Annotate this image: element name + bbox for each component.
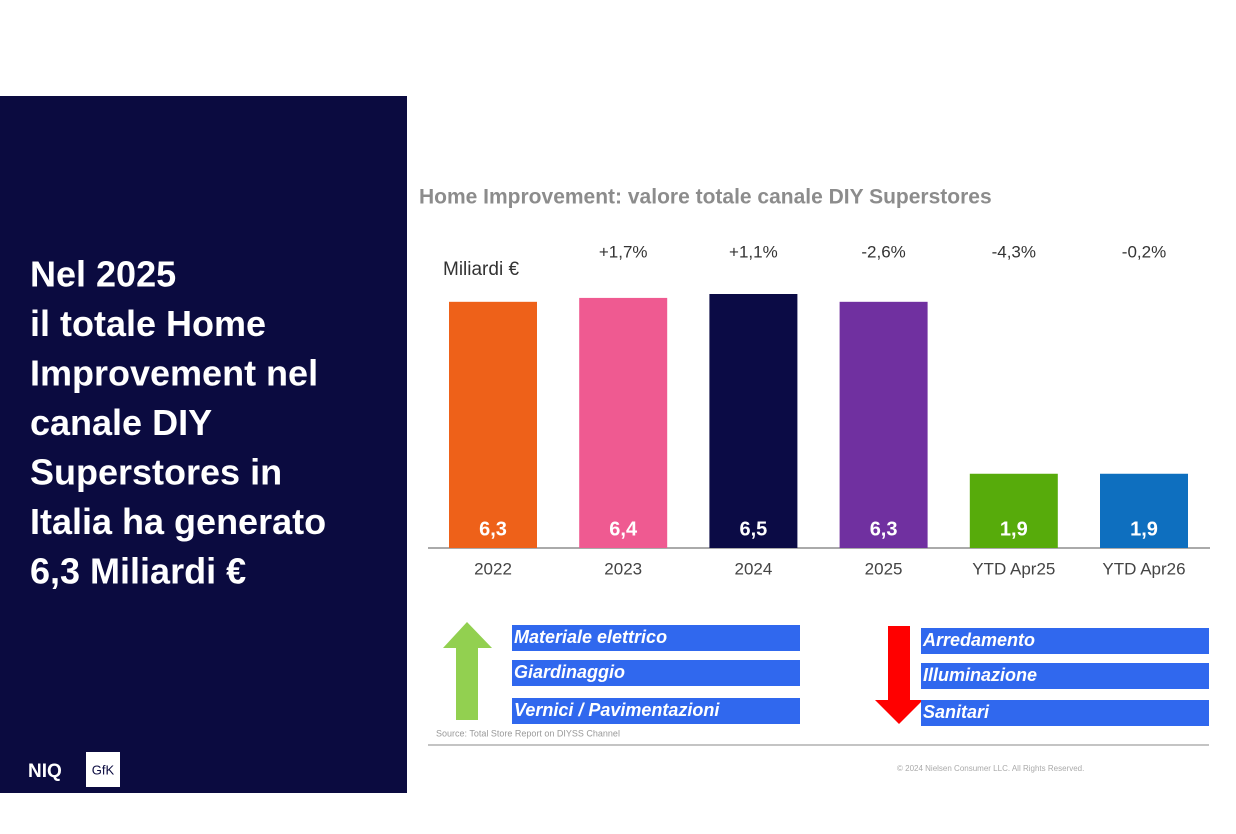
side-panel — [0, 96, 407, 793]
value-label: 1,9 — [1130, 518, 1158, 540]
value-label: 6,3 — [870, 518, 898, 540]
bar — [579, 297, 668, 548]
logo-niq: NIQ — [28, 761, 62, 782]
category-box — [512, 660, 800, 686]
headline-line: Superstores in — [30, 452, 282, 493]
growth-label: +1,1% — [729, 242, 778, 261]
category-box — [512, 625, 800, 651]
source: Source: Total Store Report on DIYSS Chan… — [436, 728, 620, 738]
category-box — [921, 663, 1209, 689]
category-box — [921, 628, 1209, 654]
growth-label: -2,6% — [861, 242, 905, 261]
value-label: 6,5 — [739, 518, 767, 540]
x-tick-label: YTD Apr26 — [1102, 559, 1185, 578]
category-label: Arredamento — [922, 630, 1035, 650]
x-tick-label: 2023 — [604, 559, 642, 578]
headline-line: il totale Home — [30, 303, 266, 344]
value-label: 6,3 — [479, 518, 507, 540]
headline-line: Improvement nel — [30, 353, 318, 394]
value-label: 6,4 — [609, 518, 638, 540]
category-label: Vernici / Pavimentazioni — [514, 700, 720, 720]
bar — [969, 473, 1058, 548]
up-arrow — [443, 622, 492, 720]
headline-line: Nel 2025 — [30, 254, 176, 295]
copyright: © 2024 Nielsen Consumer LLC. All Rights … — [897, 764, 1084, 773]
chart-title: Home Improvement: valore totale canale D… — [419, 186, 992, 209]
value-label: 1,9 — [1000, 518, 1028, 540]
category-label: Giardinaggio — [514, 662, 625, 682]
x-tick-label: YTD Apr25 — [972, 559, 1055, 578]
down-arrow — [875, 626, 923, 724]
headline-line: 6,3 Miliardi € — [30, 551, 246, 592]
x-tick-label: 2024 — [734, 559, 772, 578]
bar — [709, 294, 798, 548]
growth-label: -0,2% — [1122, 242, 1166, 261]
headline-line: canale DIY — [30, 402, 212, 443]
x-tick-label: 2022 — [474, 559, 512, 578]
x-tick-label: 2025 — [865, 559, 903, 578]
category-label: Illuminazione — [923, 665, 1037, 685]
category-box — [921, 700, 1209, 726]
bar — [449, 301, 537, 548]
logo-box — [86, 752, 120, 787]
bar — [839, 301, 928, 548]
growth-label: -4,3% — [992, 242, 1036, 261]
logo-gfk: GfK — [92, 762, 115, 777]
category-label: Sanitari — [923, 702, 990, 722]
category-box — [512, 698, 800, 724]
growth-label: +1,7% — [599, 242, 648, 261]
headline: Nel 2025 il totale Home Improvement nel can… — [30, 254, 326, 592]
headline-line: Italia ha generato — [30, 501, 326, 542]
unit-label: Miliardi € — [443, 259, 519, 280]
bar — [1100, 473, 1188, 548]
category-label: Materiale elettrico — [514, 627, 667, 647]
